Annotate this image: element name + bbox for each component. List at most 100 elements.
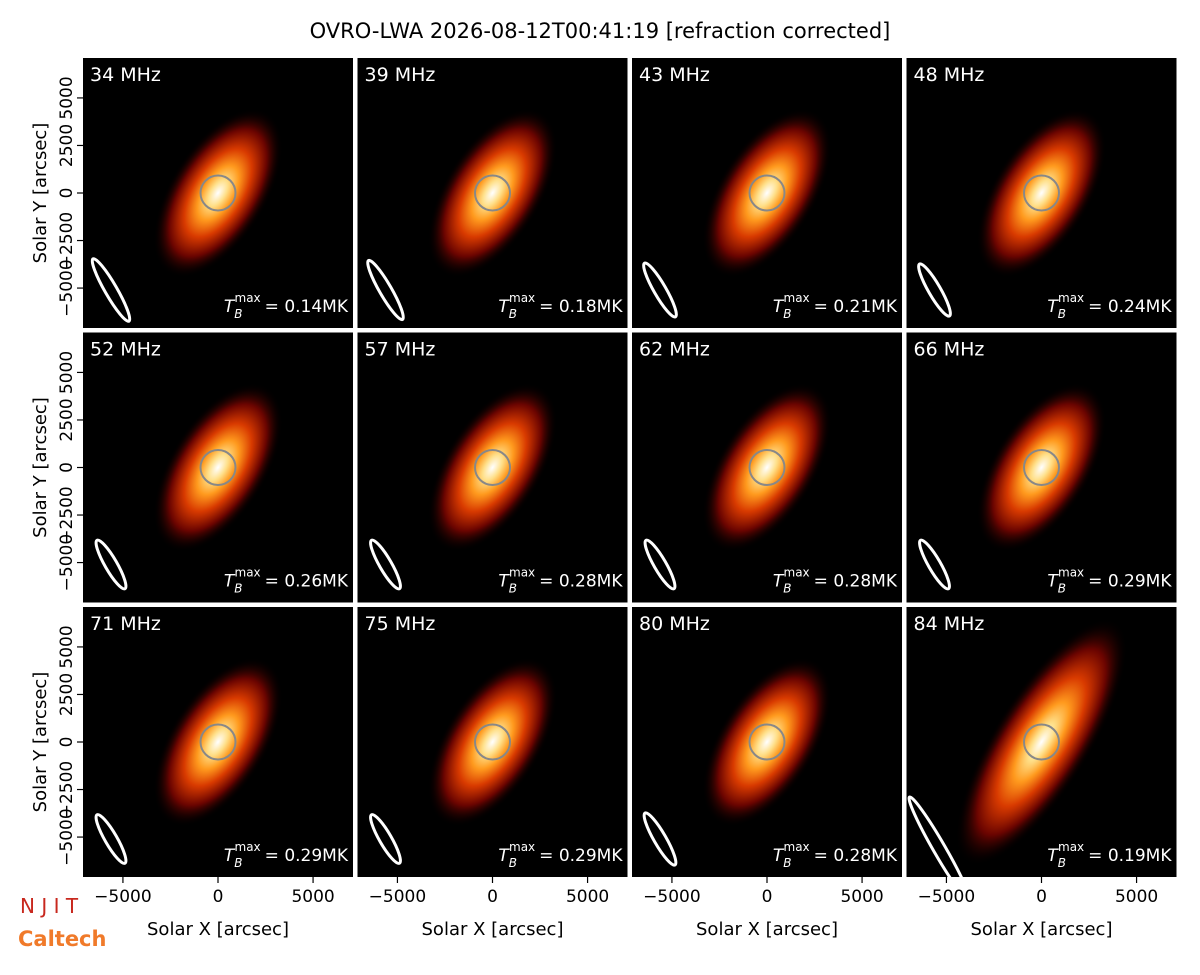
tb-subscript: B — [783, 582, 791, 596]
x-tick-label: −5000 — [643, 887, 701, 907]
solar-limb — [1023, 449, 1060, 486]
tb-subscript: B — [509, 307, 517, 321]
tb-max-label: TBmax = 0.19MK — [1047, 840, 1172, 870]
panel: 62 MHz TBmax = 0.28MK — [632, 332, 902, 603]
tb-symbol: T — [498, 297, 510, 317]
y-tick-label: −5000 — [57, 808, 77, 866]
y-tick-label: 5000 — [57, 76, 77, 119]
beam — [643, 538, 677, 591]
frequency-label: 66 MHz — [914, 339, 985, 361]
tb-symbol: T — [773, 846, 785, 866]
image-area — [94, 657, 283, 865]
tb-symbol: T — [498, 846, 510, 866]
y-tick-label: −5000 — [57, 534, 77, 592]
x-tick-label: −5000 — [918, 887, 976, 907]
tb-max-label: TBmax = 0.28MK — [773, 840, 898, 870]
frequency-label: 39 MHz — [365, 64, 436, 86]
tb-symbol: T — [224, 846, 236, 866]
image-area — [369, 383, 558, 591]
y-tick-label: 5000 — [57, 625, 77, 668]
image-area — [366, 108, 558, 322]
tb-superscript: max — [509, 291, 535, 305]
beam — [94, 538, 128, 591]
solar-limb — [474, 449, 511, 486]
tb-value: = 0.28MK — [539, 572, 623, 592]
tb-subscript: B — [509, 582, 517, 596]
tb-max-label: TBmax = 0.18MK — [498, 291, 623, 321]
tb-superscript: max — [235, 291, 261, 305]
figure-title: OVRO-LWA 2026-08-12T00:41:19 [refraction… — [310, 19, 891, 43]
frequency-label: 48 MHz — [914, 64, 985, 86]
tb-value: = 0.29MK — [265, 846, 349, 866]
tb-max-label: TBmax = 0.21MK — [773, 291, 898, 321]
radio-source — [976, 108, 1107, 278]
tb-subscript: B — [234, 856, 242, 870]
radio-source — [427, 657, 558, 827]
x-axis-label: Solar X [arcsec] — [971, 919, 1113, 940]
beam — [917, 262, 952, 318]
y-tick-label: −2500 — [57, 212, 77, 270]
tb-symbol: T — [1047, 846, 1059, 866]
radio-source — [427, 108, 558, 278]
y-tick-label: 0 — [57, 188, 77, 199]
tb-max-label: TBmax = 0.24MK — [1047, 291, 1172, 321]
solar-limb — [1023, 723, 1060, 761]
radio-source — [153, 383, 283, 552]
solar-limb — [748, 723, 786, 761]
frequency-label: 75 MHz — [365, 613, 436, 635]
solar-limb — [199, 723, 237, 761]
tb-superscript: max — [1058, 840, 1084, 854]
tb-value: = 0.26MK — [265, 572, 349, 592]
y-tick-label: 2500 — [57, 673, 77, 716]
tb-symbol: T — [1047, 572, 1059, 592]
solar-limb — [199, 174, 237, 212]
beam — [90, 257, 132, 323]
tb-value: = 0.28MK — [814, 846, 898, 866]
x-tick-label: 5000 — [566, 887, 609, 907]
beam — [642, 261, 678, 319]
tb-superscript: max — [784, 840, 810, 854]
tb-max-label: TBmax = 0.29MK — [224, 840, 349, 870]
frequency-label: 80 MHz — [639, 613, 710, 635]
beam — [369, 538, 402, 591]
tb-subscript: B — [783, 307, 791, 321]
tb-value: = 0.18MK — [539, 297, 623, 317]
frequency-label: 34 MHz — [90, 64, 161, 86]
frequency-label: 62 MHz — [639, 339, 710, 361]
tb-subscript: B — [783, 856, 791, 870]
radio-source — [976, 383, 1107, 552]
tb-max-label: TBmax = 0.28MK — [498, 566, 623, 596]
radio-source — [702, 383, 832, 552]
tb-value: = 0.19MK — [1088, 846, 1172, 866]
y-tick-label: 2500 — [57, 398, 77, 441]
x-tick-label: −5000 — [369, 887, 427, 907]
x-axis-label: Solar X [arcsec] — [147, 919, 289, 940]
panel: 48 MHz TBmax = 0.24MK — [906, 58, 1177, 328]
tb-subscript: B — [1058, 307, 1066, 321]
beam — [369, 813, 402, 865]
image-area — [918, 383, 1107, 591]
tb-symbol: T — [773, 572, 785, 592]
tb-value: = 0.21MK — [814, 297, 898, 317]
tb-superscript: max — [509, 566, 535, 580]
beam — [918, 538, 951, 591]
y-tick-label: −2500 — [57, 761, 77, 819]
solar-limb — [748, 449, 786, 486]
panel: 66 MHz TBmax = 0.29MK — [906, 332, 1177, 603]
x-tick-label: 5000 — [1115, 887, 1158, 907]
y-axis-label: Solar Y [arcsec] — [30, 397, 51, 538]
tb-superscript: max — [1058, 291, 1084, 305]
tb-symbol: T — [1047, 297, 1059, 317]
panel: 34 MHz TBmax = 0.14MK −5000−2500 0 2500 5000 So… — [30, 58, 353, 328]
logo-njit: N J I T — [20, 894, 79, 918]
x-tick-label: 0 — [487, 887, 498, 907]
tb-max-label: TBmax = 0.29MK — [498, 840, 623, 870]
tb-value: = 0.28MK — [814, 572, 898, 592]
tb-subscript: B — [1058, 582, 1066, 596]
x-tick-label: 5000 — [291, 887, 334, 907]
y-tick-label: −2500 — [57, 486, 77, 544]
